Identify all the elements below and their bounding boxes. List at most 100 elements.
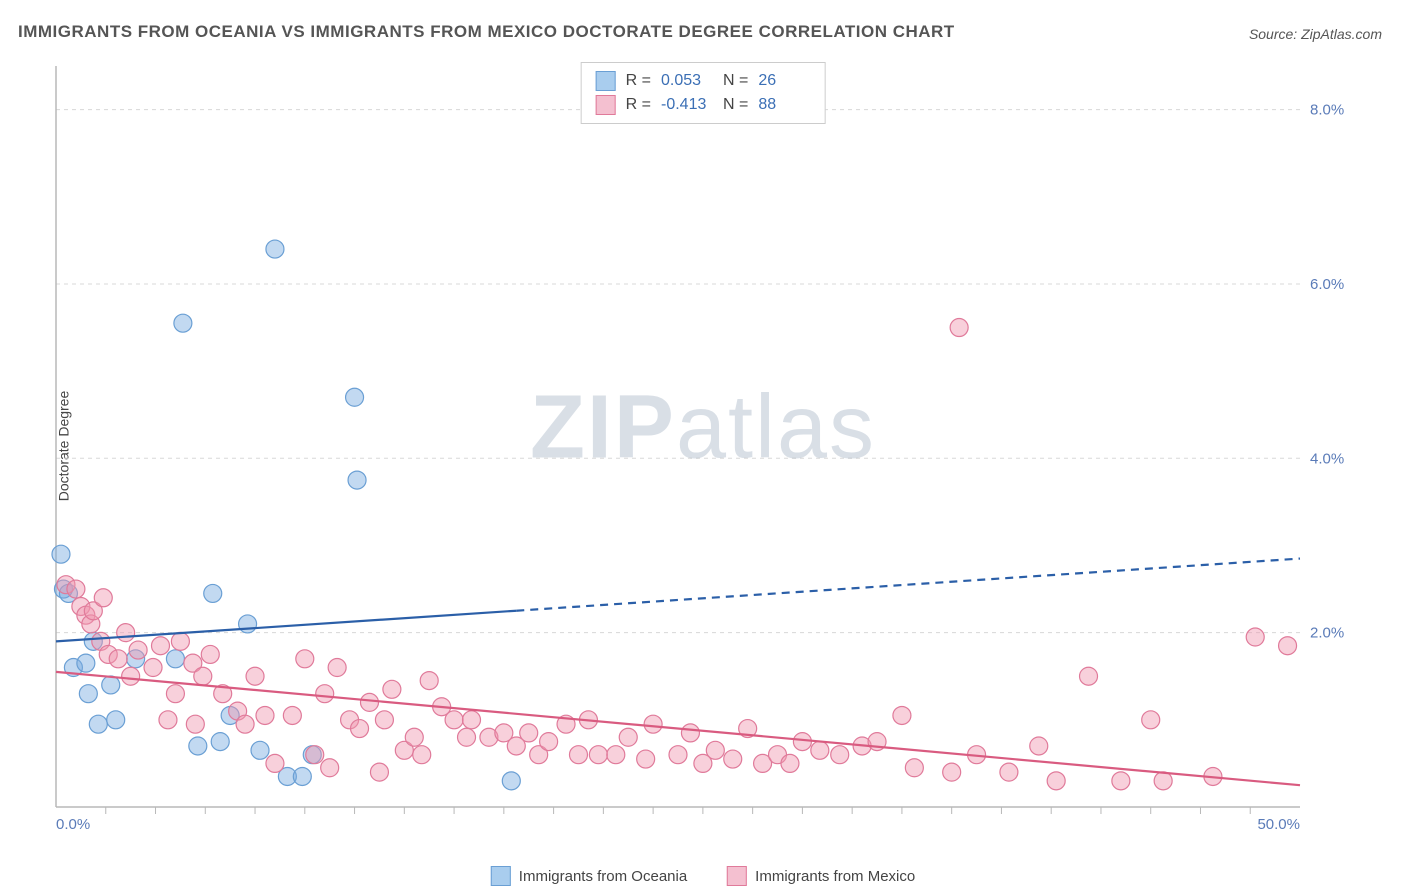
data-point [166,650,184,668]
data-point [204,584,222,602]
chart-title: IMMIGRANTS FROM OCEANIA VS IMMIGRANTS FR… [18,22,955,42]
data-point [266,754,284,772]
scatter-plot: 2.0% 4.0% 6.0% 8.0% 0.0% 50.0% [50,60,1350,835]
data-point [306,746,324,764]
data-point [445,711,463,729]
data-point [405,728,423,746]
n-value-oceania: 26 [758,72,810,90]
data-point [1047,772,1065,790]
source-attribution: Source: ZipAtlas.com [1249,26,1382,42]
data-point [1080,667,1098,685]
legend-item-oceania: Immigrants from Oceania [491,866,687,886]
data-point [109,650,127,668]
data-point [811,741,829,759]
series-legend: Immigrants from Oceania Immigrants from … [491,866,915,886]
data-point [669,746,687,764]
data-point [166,685,184,703]
r-value-mexico: -0.413 [661,96,713,114]
legend-swatch-mexico [596,95,616,115]
data-point [383,680,401,698]
data-point [540,733,558,751]
y-tick-label: 2.0% [1310,625,1344,642]
data-point [1142,711,1160,729]
data-point [94,589,112,607]
n-label: N = [723,96,748,114]
data-point [637,750,655,768]
data-point [239,615,257,633]
data-point [462,711,480,729]
correlation-row-oceania: R = 0.053 N = 26 [596,69,811,93]
source-prefix: Source: [1249,26,1301,42]
data-point [316,685,334,703]
data-point [171,632,189,650]
data-point [375,711,393,729]
data-point [502,772,520,790]
data-point [151,637,169,655]
correlation-legend-box: R = 0.053 N = 26 R = -0.413 N = 88 [581,62,826,124]
data-point [236,715,254,733]
data-point [189,737,207,755]
data-point [159,711,177,729]
data-point [724,750,742,768]
y-tick-label: 4.0% [1310,450,1344,467]
data-point [793,733,811,751]
data-point [520,724,538,742]
data-point [370,763,388,781]
data-point [351,720,369,738]
data-point [186,715,204,733]
data-point [107,711,125,729]
data-point [129,641,147,659]
correlation-row-mexico: R = -0.413 N = 88 [596,93,811,117]
data-point [1112,772,1130,790]
data-point [781,754,799,772]
data-point [67,580,85,598]
data-point [1246,628,1264,646]
r-label: R = [626,72,651,90]
source-name: ZipAtlas.com [1301,26,1382,42]
r-value-oceania: 0.053 [661,72,713,90]
x-tick-label: 50.0% [1257,816,1300,833]
x-tick-label: 0.0% [56,816,90,833]
data-point [174,314,192,332]
data-point [413,746,431,764]
data-point [77,654,95,672]
data-point [706,741,724,759]
data-point [102,676,120,694]
legend-label-oceania: Immigrants from Oceania [519,868,687,885]
data-point [283,706,301,724]
data-point [266,240,284,258]
data-point [1279,637,1297,655]
data-point [1154,772,1172,790]
legend-swatch-oceania [491,866,511,886]
data-point [607,746,625,764]
data-point [321,759,339,777]
r-label: R = [626,96,651,114]
data-point [569,746,587,764]
data-point [420,672,438,690]
legend-item-mexico: Immigrants from Mexico [727,866,915,886]
trend-line-dashed [516,559,1300,611]
data-point [348,471,366,489]
data-point [117,624,135,642]
data-point [458,728,476,746]
data-point [328,659,346,677]
data-point [296,650,314,668]
data-point [644,715,662,733]
n-value-mexico: 88 [758,96,810,114]
data-point [293,767,311,785]
data-point [89,715,107,733]
y-tick-label: 8.0% [1310,102,1344,119]
data-point [905,759,923,777]
data-point [201,645,219,663]
n-label: N = [723,72,748,90]
data-point [346,388,364,406]
legend-swatch-mexico [727,866,747,886]
chart-area: 2.0% 4.0% 6.0% 8.0% 0.0% 50.0% [50,60,1350,835]
data-point [251,741,269,759]
data-point [122,667,140,685]
legend-label-mexico: Immigrants from Mexico [755,868,915,885]
data-point [360,693,378,711]
data-point [943,763,961,781]
data-point [1000,763,1018,781]
y-tick-label: 6.0% [1310,276,1344,293]
